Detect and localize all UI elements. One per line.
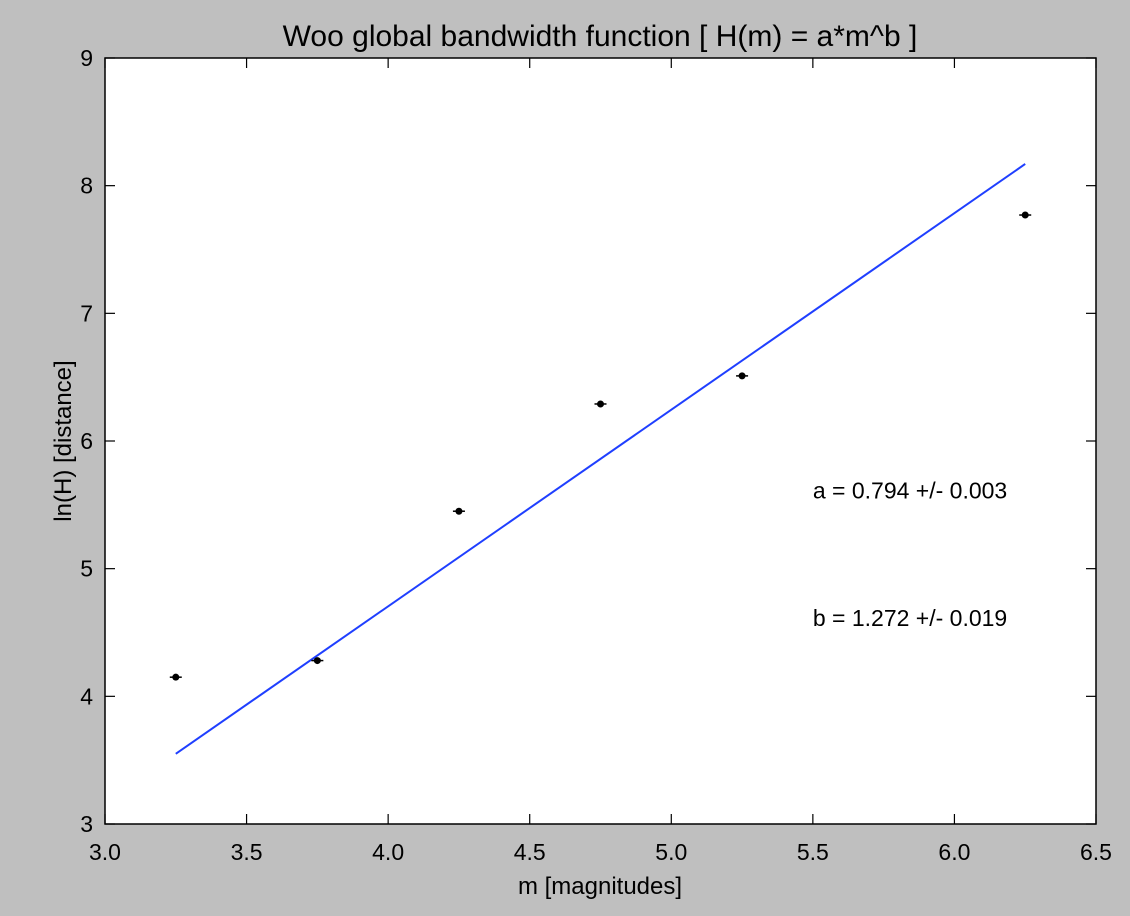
x-tick-label: 5.5 — [797, 839, 829, 865]
x-tick-label: 3.5 — [231, 839, 263, 865]
chart-title: Woo global bandwidth function [ H(m) = a… — [283, 20, 918, 53]
data-point — [597, 400, 604, 408]
x-axis-label: m [magnitudes] — [518, 873, 682, 900]
data-point — [738, 372, 746, 380]
data-point — [172, 673, 180, 681]
x-tick-label: 6.5 — [1080, 839, 1112, 865]
x-tick-label: 5.0 — [655, 839, 687, 865]
y-tick-label: 4 — [80, 683, 93, 709]
y-axis-label: ln(H) [distance] — [50, 360, 77, 521]
y-tick-label: 8 — [80, 173, 93, 199]
x-tick-label: 3.0 — [89, 839, 121, 865]
data-point — [313, 657, 321, 665]
x-tick-label: 4.0 — [372, 839, 404, 865]
plot-area — [104, 57, 1097, 825]
fit-line — [175, 163, 1026, 755]
y-tick-label: 7 — [80, 300, 93, 326]
data-point — [1021, 211, 1029, 219]
y-tick-label: 5 — [80, 556, 93, 582]
x-tick-label: 6.0 — [938, 839, 970, 865]
data-point — [455, 507, 463, 515]
x-tick-label: 4.5 — [514, 839, 546, 865]
fit-annotation: a = 0.794 +/- 0.003 — [813, 477, 1007, 503]
y-tick-label: 9 — [80, 45, 93, 71]
y-tick-label: 6 — [80, 428, 93, 454]
y-tick-label: 3 — [80, 811, 93, 837]
fit-annotation: b = 1.272 +/- 0.019 — [813, 605, 1007, 631]
